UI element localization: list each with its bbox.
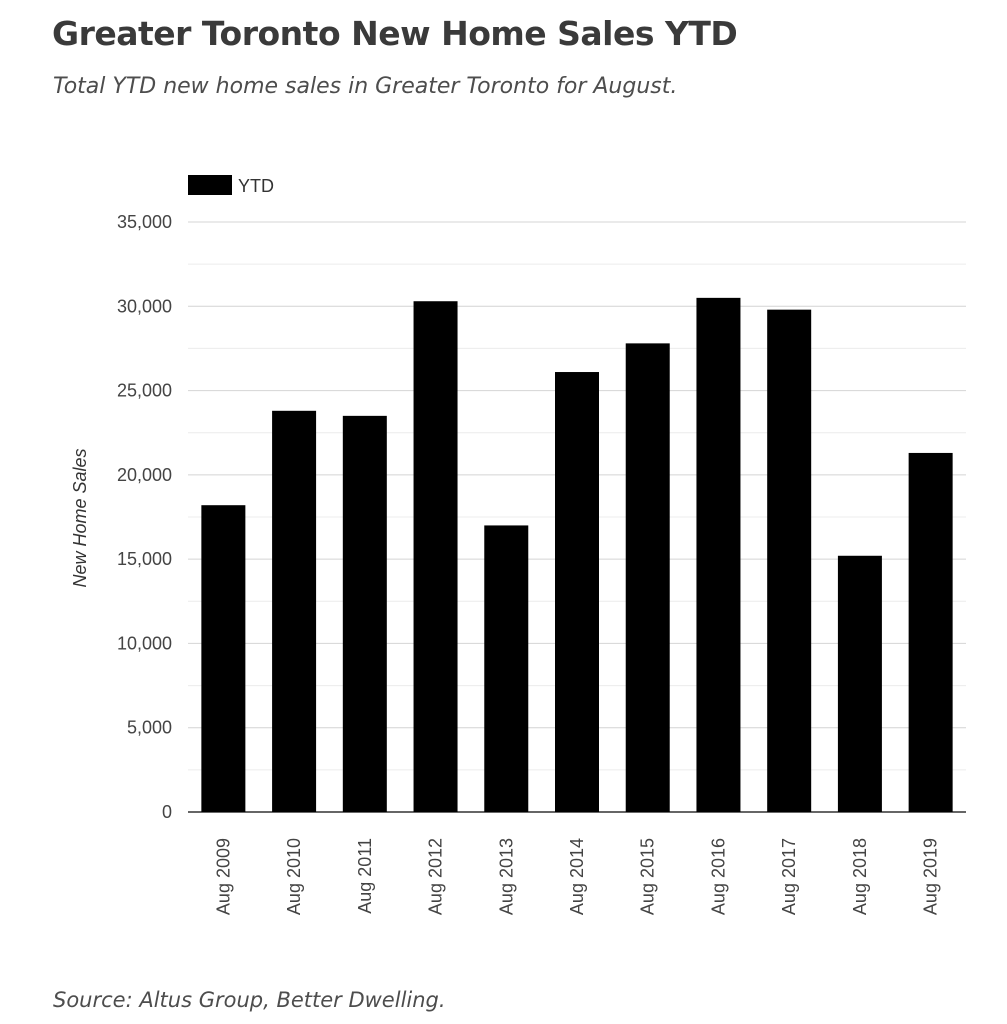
bar	[272, 410, 317, 812]
bar	[201, 505, 246, 812]
bar	[837, 555, 882, 812]
y-tick-label: 35,000	[117, 212, 172, 232]
x-tick-label: Aug 2013	[496, 838, 516, 915]
bar	[413, 301, 458, 812]
bar	[625, 343, 670, 812]
chart-subtitle: Total YTD new home sales in Greater Toro…	[53, 74, 678, 99]
x-tick-label: Aug 2015	[638, 838, 658, 915]
x-tick-label: Aug 2017	[779, 838, 799, 915]
y-tick-label: 15,000	[117, 549, 172, 569]
x-tick-label: Aug 2018	[850, 838, 870, 915]
legend: YTD	[188, 175, 274, 196]
x-tick-label: Aug 2009	[213, 838, 233, 915]
y-tick-label: 5,000	[127, 718, 172, 738]
y-tick-label: 25,000	[117, 381, 172, 401]
bar-chart: 0 5,000 10,000 15,000 20,000 25,000 30,000 35,0…	[70, 175, 966, 915]
y-tick-label: 10,000	[117, 633, 172, 653]
bar	[908, 452, 953, 812]
y-tick-label: 30,000	[117, 296, 172, 316]
y-tick-label: 0	[162, 802, 172, 822]
x-tick-label: Aug 2014	[567, 838, 587, 915]
x-tick-label: Aug 2011	[355, 838, 375, 914]
y-axis-label: New Home Sales	[70, 448, 90, 587]
x-tick-label: Aug 2010	[284, 838, 304, 915]
x-tick-label: Aug 2016	[708, 838, 728, 915]
bar	[342, 415, 387, 812]
bar	[484, 525, 529, 812]
source-note: Source: Altus Group, Better Dwelling.	[53, 988, 446, 1012]
bar	[696, 297, 741, 812]
x-tick-label: Aug 2012	[426, 838, 446, 915]
y-tick-labels: 0 5,000 10,000 15,000 20,000 25,000 30,000 35,0…	[117, 212, 172, 822]
legend-swatch	[188, 175, 232, 195]
bars	[201, 297, 953, 812]
x-tick-label: Aug 2019	[921, 838, 941, 915]
bar	[555, 372, 599, 812]
legend-label: YTD	[238, 176, 274, 196]
bar	[767, 309, 812, 812]
x-tick-labels: Aug 2009 Aug 2010 Aug 2011 Aug 2012 Aug 2013…	[213, 838, 940, 915]
chart-title: Greater Toronto New Home Sales YTD	[52, 14, 738, 53]
y-tick-label: 20,000	[117, 465, 172, 485]
